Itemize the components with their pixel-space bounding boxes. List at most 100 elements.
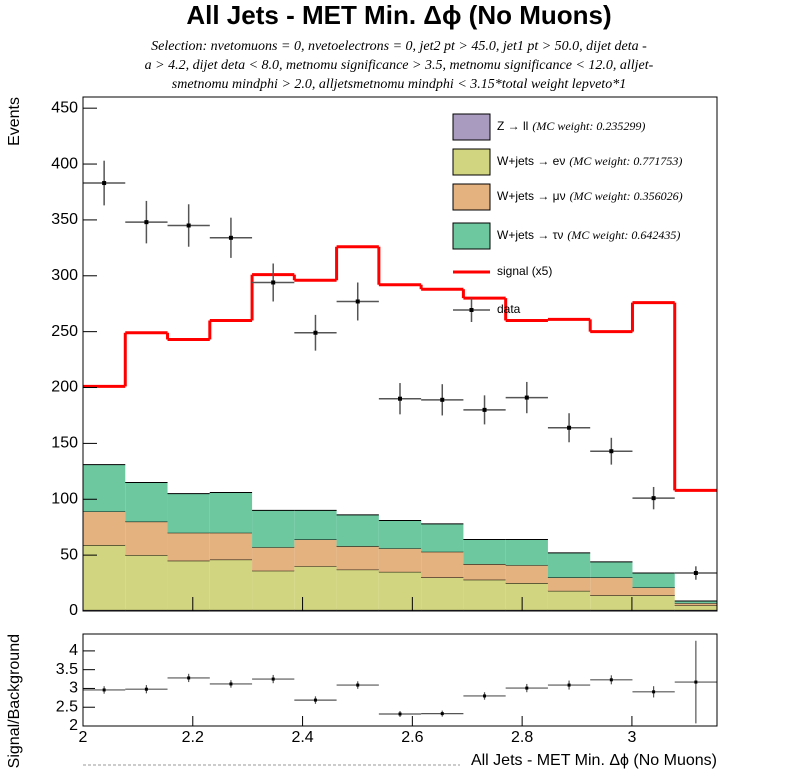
stack-segment bbox=[336, 569, 379, 610]
subtitle: Selection: nvetomuons = 0, nvetoelectron… bbox=[151, 39, 647, 54]
stack-segment bbox=[209, 532, 253, 560]
y-tick-label: 3 bbox=[69, 680, 78, 697]
ratio-point bbox=[483, 694, 487, 698]
stack-segment bbox=[590, 595, 633, 610]
stack-segment bbox=[674, 603, 717, 606]
stack-segment bbox=[294, 539, 337, 567]
data-point bbox=[398, 396, 402, 401]
x-tick-label: 2.4 bbox=[291, 729, 313, 746]
data-point bbox=[271, 280, 276, 285]
stack-segment bbox=[125, 521, 168, 556]
x-tick-label: 3 bbox=[627, 729, 636, 746]
stack-segment bbox=[632, 573, 675, 588]
stack-segment bbox=[421, 609, 464, 611]
stack-segment bbox=[505, 583, 548, 610]
y-tick-label: 0 bbox=[69, 602, 78, 619]
stack-segment bbox=[421, 523, 464, 552]
y-tick-label: 350 bbox=[51, 211, 78, 228]
stack-segment bbox=[294, 510, 337, 540]
stack-segment bbox=[252, 609, 295, 611]
stack-segment bbox=[463, 609, 506, 611]
ratio-point bbox=[144, 687, 148, 691]
stack-segment bbox=[209, 492, 253, 533]
data-point bbox=[144, 220, 149, 225]
y-tick-label: 100 bbox=[51, 490, 78, 507]
data-point bbox=[228, 235, 233, 240]
legend-label: signal (x5) bbox=[497, 264, 552, 278]
legend-label: W+jets → μν bbox=[497, 189, 566, 203]
stack-segment bbox=[125, 482, 168, 522]
stack-segment bbox=[632, 595, 675, 610]
stack-segment bbox=[421, 577, 464, 610]
x-tick-label: 2 bbox=[79, 729, 88, 746]
data-point bbox=[693, 571, 698, 576]
data-point bbox=[567, 425, 572, 430]
stack-segment bbox=[83, 545, 126, 610]
axes-frame bbox=[82, 96, 718, 612]
y-axis-label: Signal/Background bbox=[6, 634, 23, 768]
y-tick-label: 2.5 bbox=[56, 698, 78, 715]
data-point bbox=[524, 395, 529, 400]
data-point bbox=[440, 397, 445, 402]
ratio-point bbox=[440, 712, 444, 716]
stack-segment bbox=[463, 539, 506, 565]
ratio-point bbox=[313, 698, 317, 702]
subtitle: smetnomu mindphi > 2.0, alljetsmetnomu m… bbox=[172, 77, 626, 92]
data-point bbox=[313, 330, 318, 335]
stack-segment bbox=[463, 579, 506, 610]
stack-segment bbox=[252, 570, 295, 610]
stack-segment bbox=[336, 514, 379, 547]
legend-note: (MC weight: 0.771753) bbox=[569, 154, 682, 168]
ratio-point bbox=[187, 676, 191, 680]
stack-segment bbox=[83, 511, 126, 546]
ratio-point bbox=[102, 688, 106, 692]
data-point bbox=[651, 496, 656, 501]
data-point bbox=[186, 223, 191, 228]
stack-segment bbox=[674, 609, 717, 611]
stack-segment bbox=[590, 609, 633, 611]
stack-segment bbox=[463, 564, 506, 580]
stack-segment bbox=[167, 493, 210, 533]
stack-segment bbox=[125, 609, 168, 611]
y-tick-label: 250 bbox=[51, 323, 78, 340]
data-point bbox=[609, 449, 614, 454]
data-point bbox=[355, 299, 360, 304]
stack-segment bbox=[125, 555, 168, 610]
ratio-point bbox=[694, 680, 698, 684]
stack-segment bbox=[547, 609, 591, 611]
data-point bbox=[102, 181, 107, 186]
legend-swatch bbox=[452, 148, 491, 176]
y-tick-label: 450 bbox=[51, 99, 78, 116]
y-tick-label: 200 bbox=[51, 379, 78, 396]
x-tick-label: 2.2 bbox=[182, 729, 204, 746]
stack-segment bbox=[294, 609, 337, 611]
stack-segment bbox=[378, 548, 422, 572]
legend-swatch bbox=[452, 183, 491, 211]
stack-segment bbox=[632, 587, 675, 596]
stack-segment bbox=[590, 577, 633, 596]
stack-segment bbox=[83, 609, 126, 611]
legend-data bbox=[469, 308, 474, 312]
subtitle: a > 4.2, dijet deta < 8.0, metnomu signi… bbox=[145, 58, 654, 73]
y-tick-label: 150 bbox=[51, 435, 78, 452]
legend-note: (MC weight: 0.356026) bbox=[570, 189, 683, 203]
stack-segment bbox=[505, 539, 548, 566]
stack-segment bbox=[167, 560, 210, 610]
y-tick-label: 4 bbox=[69, 642, 78, 659]
ratio-point bbox=[567, 683, 571, 687]
data-point bbox=[482, 407, 487, 412]
axes-frame bbox=[82, 633, 718, 727]
legend-label: W+jets → eν bbox=[497, 154, 565, 168]
stack-segment bbox=[632, 609, 675, 611]
x-axis-label: All Jets - MET Min. Δϕ (No Muons) bbox=[471, 752, 717, 769]
stack-segment bbox=[674, 605, 717, 610]
x-tick-label: 2.8 bbox=[511, 729, 533, 746]
legend-swatch bbox=[452, 222, 491, 250]
stack-segment bbox=[378, 609, 422, 611]
stack-segment bbox=[505, 565, 548, 584]
y-tick-label: 300 bbox=[51, 267, 78, 284]
legend-label: W+jets → τν bbox=[497, 228, 563, 242]
stack-segment bbox=[421, 551, 464, 578]
stack-segment bbox=[252, 510, 295, 548]
